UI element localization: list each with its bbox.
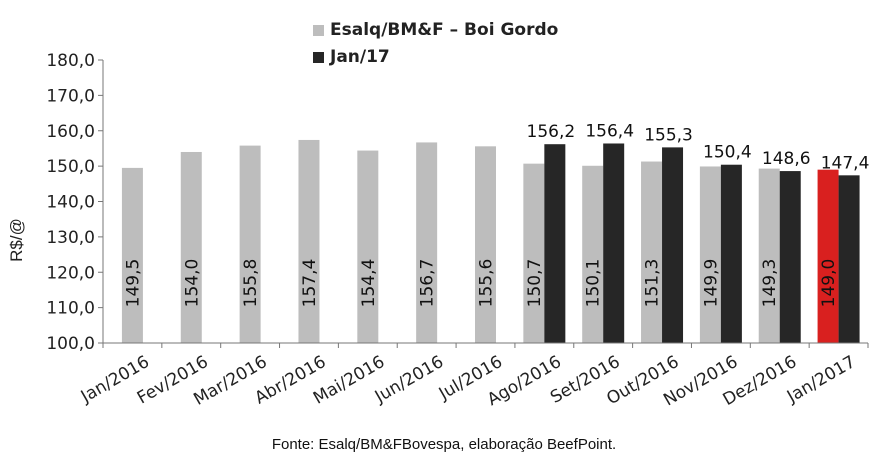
bar-esalq <box>239 145 261 343</box>
bar-esalq <box>121 167 143 343</box>
bar-jan17 <box>720 164 742 343</box>
bar-jan17 <box>603 143 625 343</box>
y-tick-label: 170,0 <box>46 86 95 106</box>
data-label-esalq: 149,9 <box>701 259 721 308</box>
data-label-jan17: 148,6 <box>762 149 811 169</box>
data-label-esalq: 155,8 <box>241 259 261 308</box>
data-label-esalq: 157,4 <box>300 259 320 308</box>
bar-jan17 <box>838 175 860 343</box>
y-tick-label: 140,0 <box>46 193 95 213</box>
data-label-esalq: 150,1 <box>584 259 604 308</box>
y-tick-label: 160,0 <box>46 122 95 142</box>
data-label-jan17: 155,3 <box>644 125 693 145</box>
bar-jan17 <box>779 171 801 343</box>
data-label-jan17: 156,4 <box>585 121 634 141</box>
y-tick-label: 130,0 <box>46 228 95 248</box>
data-label-esalq: 154,4 <box>359 259 379 308</box>
data-label-esalq: 150,7 <box>525 259 545 308</box>
bar-esalq <box>699 166 721 343</box>
data-label-esalq: 155,6 <box>477 259 497 308</box>
data-label-jan17: 156,2 <box>527 122 576 142</box>
data-label-esalq: 151,3 <box>643 259 663 308</box>
bar-esalq <box>817 169 839 343</box>
y-tick-label: 120,0 <box>46 263 95 283</box>
legend-label-esalq: Esalq/BM&F – Boi Gordo <box>330 20 559 40</box>
y-tick-label: 110,0 <box>46 299 95 319</box>
data-label-jan17: 147,4 <box>821 153 870 173</box>
data-label-esalq: 149,0 <box>819 259 839 308</box>
bar-esalq <box>416 142 438 343</box>
bar-jan17 <box>662 147 684 343</box>
bar-esalq <box>357 150 379 343</box>
bar-esalq <box>180 151 202 343</box>
data-label-esalq: 156,7 <box>418 259 438 308</box>
data-label-esalq: 149,3 <box>760 259 780 308</box>
legend-item-jan17: Jan/17 <box>313 46 390 68</box>
data-label-jan17: 150,4 <box>703 143 752 163</box>
y-axis-title: R$/@ <box>7 218 26 262</box>
bar-jan17 <box>544 144 566 343</box>
bar-esalq <box>641 161 663 343</box>
legend-swatch-jan17 <box>313 51 324 63</box>
y-tick-label: 100,0 <box>46 334 95 354</box>
legend-label-jan17: Jan/17 <box>330 47 390 67</box>
source-note: Fonte: Esalq/BM&FBovespa, elaboração Bee… <box>271 436 617 453</box>
bar-esalq <box>475 146 496 343</box>
bar-esalq <box>758 168 780 343</box>
data-label-esalq: 149,5 <box>123 259 143 308</box>
y-tick-label: 150,0 <box>46 157 95 177</box>
data-label-esalq: 154,0 <box>182 259 202 308</box>
legend-swatch-esalq <box>313 24 324 36</box>
bar-esalq <box>298 139 320 343</box>
bar-esalq <box>582 165 604 343</box>
legend-item-esalq: Esalq/BM&F – Boi Gordo <box>313 19 558 41</box>
y-tick-label: 180,0 <box>46 51 95 71</box>
bar-esalq <box>523 163 545 343</box>
